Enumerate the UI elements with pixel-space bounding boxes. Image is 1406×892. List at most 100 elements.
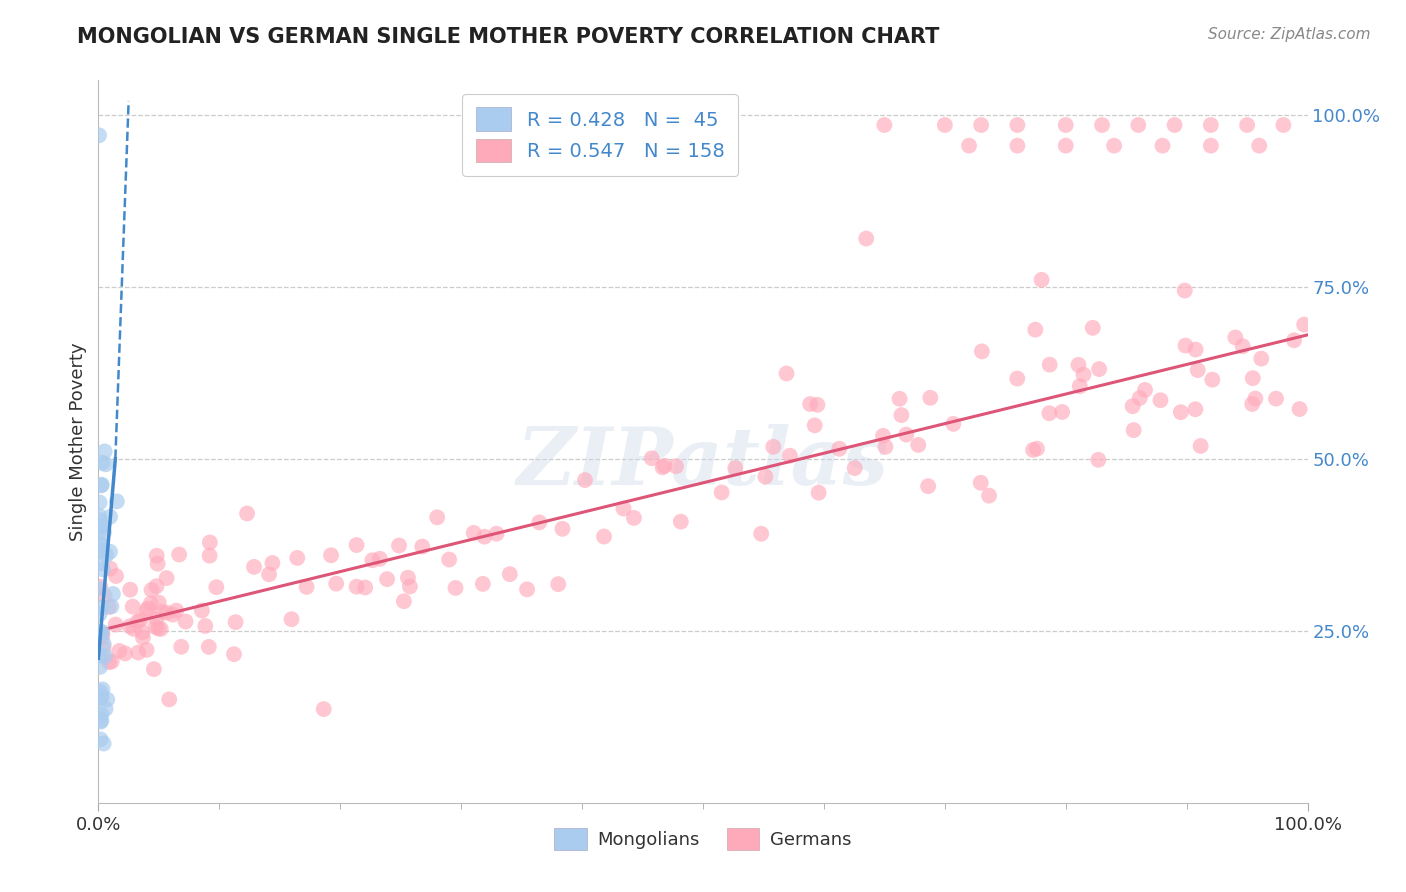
Point (170, 640, 193, 654)
Point (1007, 138, 1029, 153)
Point (89, 607, 111, 621)
Point (775, 367, 797, 381)
Y-axis label: Single Mother Poverty: Single Mother Poverty (69, 343, 87, 541)
Point (91, 600, 114, 615)
Point (1128, 118, 1150, 132)
Point (1184, 402, 1206, 417)
Point (641, 451, 664, 466)
Point (191, 603, 214, 617)
Point (977, 489, 1000, 503)
Point (285, 550, 308, 565)
Point (1250, 351, 1272, 366)
Point (93, 444, 115, 458)
Point (90, 477, 112, 491)
Point (156, 571, 179, 585)
Point (120, 582, 142, 597)
Point (100, 655, 122, 669)
Point (104, 617, 127, 632)
Point (205, 580, 228, 594)
Point (145, 612, 167, 626)
Point (779, 449, 801, 463)
Point (94, 458, 117, 472)
Point (920, 391, 942, 405)
Point (806, 398, 828, 412)
Point (162, 607, 184, 622)
Point (1241, 371, 1264, 385)
Point (970, 475, 993, 490)
Point (89, 580, 111, 594)
Point (1149, 393, 1171, 408)
Point (551, 522, 574, 536)
Point (1026, 442, 1049, 456)
Point (873, 118, 896, 132)
Point (90, 543, 112, 558)
Point (1174, 284, 1197, 298)
Point (1129, 391, 1152, 405)
Point (1069, 379, 1091, 393)
Point (388, 539, 411, 553)
Point (145, 579, 167, 593)
Point (174, 615, 197, 629)
Point (87, 509, 110, 524)
Text: Source: ZipAtlas.com: Source: ZipAtlas.com (1208, 27, 1371, 42)
Point (828, 442, 851, 456)
Text: ZIPatlas: ZIPatlas (517, 425, 889, 502)
Point (444, 581, 467, 595)
Point (499, 567, 522, 582)
Point (623, 511, 645, 525)
Point (474, 530, 496, 544)
Point (1024, 323, 1046, 337)
Point (1187, 363, 1209, 377)
Point (114, 647, 136, 661)
Point (917, 479, 939, 493)
Point (803, 418, 825, 433)
Legend: Mongolians, Germans: Mongolians, Germans (546, 819, 860, 859)
Point (1133, 383, 1156, 397)
Point (135, 604, 157, 618)
Point (91, 538, 114, 552)
Point (91, 626, 114, 640)
Point (262, 556, 284, 570)
Point (135, 643, 157, 657)
Point (198, 640, 221, 654)
Point (547, 577, 569, 591)
Point (132, 631, 155, 645)
Point (392, 594, 415, 608)
Point (122, 622, 145, 636)
Point (1088, 362, 1111, 376)
Point (970, 344, 993, 359)
Point (354, 581, 377, 595)
Point (149, 622, 172, 636)
Point (1152, 138, 1174, 153)
Point (89, 519, 111, 533)
Point (375, 572, 398, 586)
Point (890, 408, 912, 422)
Point (875, 440, 897, 454)
Point (844, 461, 866, 475)
Point (148, 622, 170, 636)
Point (665, 459, 688, 474)
Point (94, 702, 117, 716)
Point (1174, 338, 1197, 352)
Point (1201, 373, 1223, 387)
Point (1199, 138, 1222, 153)
Point (96, 548, 118, 562)
Point (1087, 453, 1109, 467)
Point (165, 604, 187, 618)
Point (325, 576, 347, 591)
Point (1236, 118, 1258, 132)
Point (1232, 339, 1254, 353)
Point (108, 644, 131, 658)
Point (127, 646, 149, 660)
Point (167, 548, 190, 562)
Point (87, 524, 110, 539)
Point (346, 538, 368, 552)
Point (1272, 118, 1295, 132)
Point (907, 438, 929, 452)
Point (145, 549, 167, 563)
Point (157, 692, 180, 706)
Point (896, 427, 918, 442)
Point (129, 613, 152, 627)
Point (198, 535, 221, 549)
Point (754, 469, 776, 483)
